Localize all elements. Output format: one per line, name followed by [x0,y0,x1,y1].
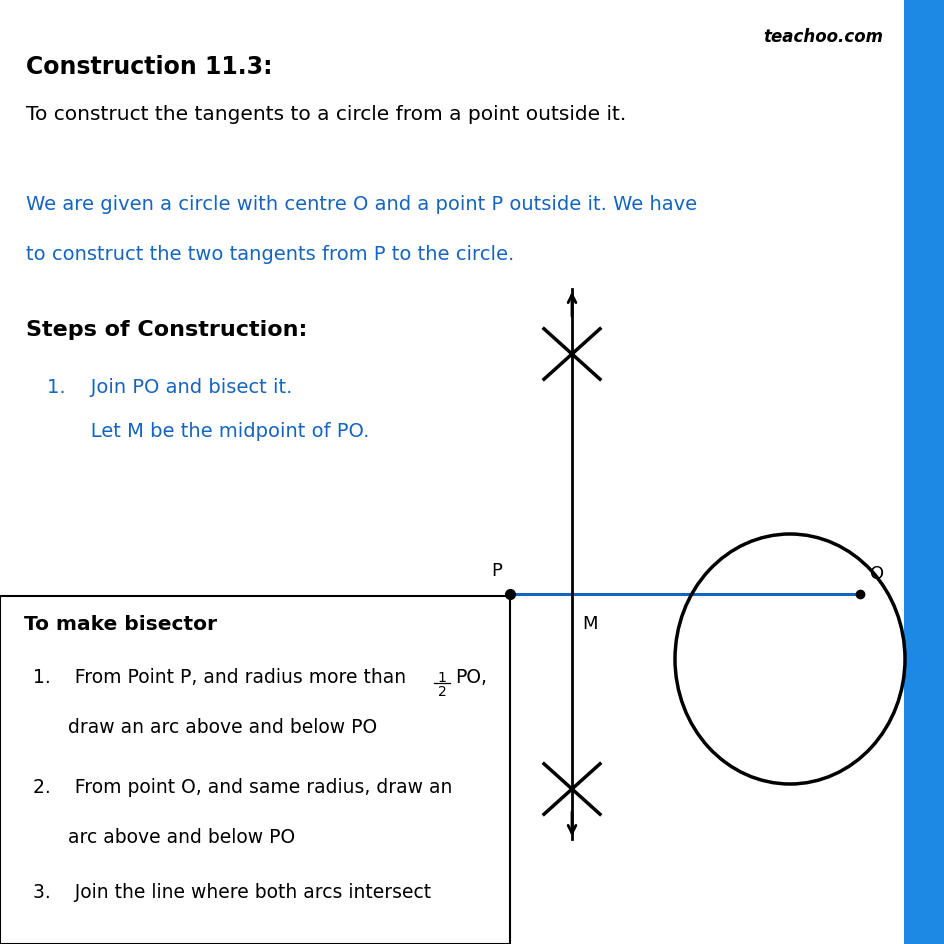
Text: To construct the tangents to a circle from a point outside it.: To construct the tangents to a circle fr… [26,105,626,124]
Text: Construction 11.3:: Construction 11.3: [26,55,273,79]
Text: P: P [491,562,501,580]
Text: To make bisector: To make bisector [24,615,216,633]
Bar [0,597,510,944]
Text: teachoo.com: teachoo.com [763,28,883,46]
Text: arc above and below PO: arc above and below PO [68,827,295,846]
Bar [903,0,944,944]
Text: M: M [582,615,597,632]
Text: 1: 1 [437,670,447,684]
Text: to construct the two tangents from P to the circle.: to construct the two tangents from P to … [26,244,514,263]
Text: PO,: PO, [455,667,487,686]
Text: 3.    Join the line where both arcs intersect: 3. Join the line where both arcs interse… [33,882,430,901]
Text: 1.    Join PO and bisect it.: 1. Join PO and bisect it. [47,378,293,396]
Text: 2: 2 [437,684,447,699]
Text: We are given a circle with centre O and a point P outside it. We have: We are given a circle with centre O and … [26,194,697,213]
Text: Steps of Construction:: Steps of Construction: [26,320,308,340]
Text: Let M be the midpoint of PO.: Let M be the midpoint of PO. [47,422,369,441]
Text: 1.    From Point P, and radius more than: 1. From Point P, and radius more than [33,667,412,686]
Text: draw an arc above and below PO: draw an arc above and below PO [68,717,377,736]
Text: 2.    From point O, and same radius, draw an: 2. From point O, and same radius, draw a… [33,777,452,796]
Text: O: O [869,565,884,582]
